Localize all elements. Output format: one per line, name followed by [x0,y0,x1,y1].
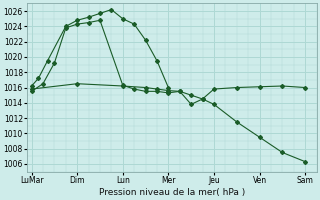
X-axis label: Pression niveau de la mer( hPa ): Pression niveau de la mer( hPa ) [99,188,245,197]
